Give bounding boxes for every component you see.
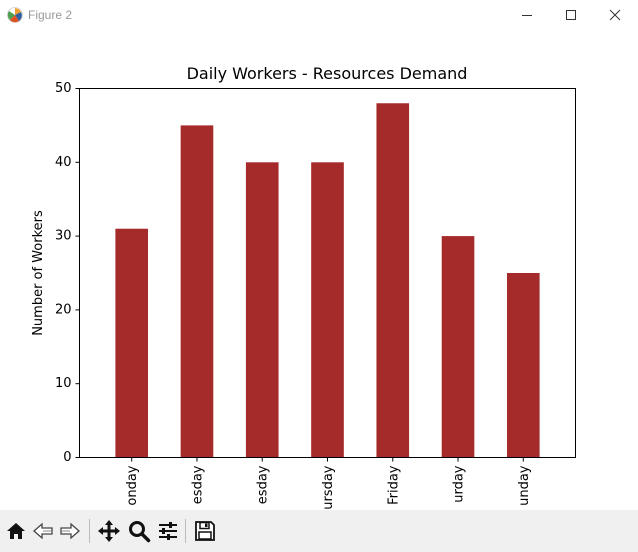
x-tick-label: Friday bbox=[386, 465, 401, 505]
minimize-icon bbox=[522, 15, 532, 16]
plot-frame bbox=[79, 88, 576, 458]
x-axis-ticks: onday esday esday ursday Friday urday unday bbox=[125, 457, 532, 510]
figure-canvas[interactable]: Daily Workers - Resources Demand Number … bbox=[0, 30, 638, 510]
y-tick-label: 50 bbox=[55, 81, 72, 96]
pan-button[interactable] bbox=[96, 518, 122, 544]
x-tick-label: unday bbox=[517, 465, 532, 506]
bar-chart: Daily Workers - Resources Demand Number … bbox=[31, 64, 576, 510]
y-axis-ticks: 0 10 20 30 40 50 bbox=[55, 81, 80, 465]
bar bbox=[441, 236, 475, 458]
zoom-magnifier-icon bbox=[129, 521, 151, 543]
configure-subplots-button[interactable] bbox=[155, 518, 181, 544]
x-tick-label: esday bbox=[256, 465, 271, 504]
home-button[interactable] bbox=[3, 518, 29, 544]
bar bbox=[376, 103, 410, 458]
zoom-button[interactable] bbox=[126, 518, 152, 544]
home-icon bbox=[7, 523, 25, 539]
window-title: Figure 2 bbox=[28, 8, 73, 22]
back-button[interactable] bbox=[30, 518, 56, 544]
save-button[interactable] bbox=[192, 518, 218, 544]
x-tick-label: onday bbox=[125, 465, 140, 505]
bar bbox=[245, 162, 279, 458]
forward-button[interactable] bbox=[57, 518, 83, 544]
y-axis-label: Number of Workers bbox=[31, 210, 46, 336]
back-arrow-icon bbox=[33, 522, 53, 540]
y-tick-label: 10 bbox=[55, 376, 72, 391]
bar bbox=[506, 273, 540, 458]
bar bbox=[180, 125, 214, 458]
x-tick-label: ursday bbox=[321, 465, 336, 510]
minimize-button[interactable] bbox=[504, 0, 550, 30]
forward-arrow-icon bbox=[60, 522, 80, 540]
close-icon bbox=[609, 9, 621, 21]
title-bar: Figure 2 bbox=[0, 0, 638, 30]
x-tick-label: esday bbox=[190, 465, 205, 504]
bar bbox=[311, 162, 344, 458]
pan-move-icon bbox=[98, 520, 120, 542]
bar bbox=[115, 228, 149, 458]
save-figure-icon bbox=[195, 521, 215, 541]
y-tick-label: 30 bbox=[55, 229, 72, 244]
y-tick-label: 20 bbox=[55, 302, 72, 317]
maximize-button[interactable] bbox=[548, 0, 594, 30]
y-tick-label: 40 bbox=[55, 155, 72, 170]
maximize-icon bbox=[566, 10, 576, 20]
bar-series bbox=[115, 103, 540, 458]
navigation-toolbar bbox=[0, 510, 638, 552]
toolbar-separator bbox=[89, 519, 90, 543]
matplotlib-app-icon bbox=[6, 6, 24, 24]
x-tick-label: urday bbox=[452, 465, 467, 503]
toolbar-separator bbox=[185, 519, 186, 543]
chart-title: Daily Workers - Resources Demand bbox=[187, 64, 468, 83]
close-button[interactable] bbox=[592, 0, 638, 30]
configure-subplots-icon bbox=[159, 522, 177, 540]
y-tick-label: 0 bbox=[63, 450, 71, 465]
